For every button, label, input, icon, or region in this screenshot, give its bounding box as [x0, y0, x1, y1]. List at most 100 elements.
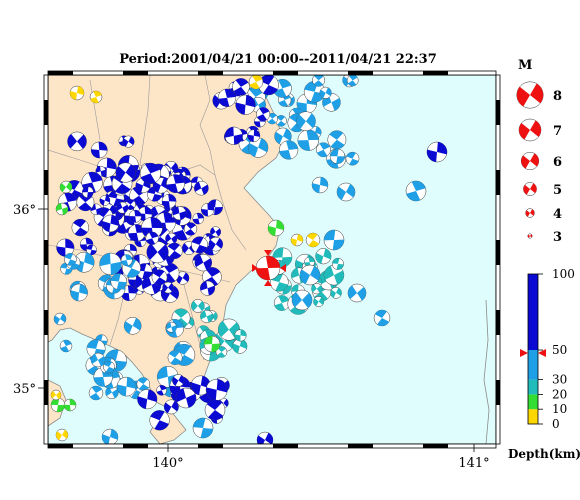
magnitude-legend-ball	[523, 182, 537, 196]
earthquake-beachball	[336, 182, 356, 202]
earthquake-beachball	[290, 233, 304, 247]
colorbar-tick-label: 30	[552, 373, 567, 387]
earthquake-beachball	[312, 75, 326, 87]
earthquake-beachball	[122, 135, 135, 148]
earthquake-beachball	[163, 399, 179, 415]
earthquake-beachball	[99, 195, 111, 206]
earthquake-beachball	[208, 236, 224, 252]
colorbar-tick-label: 0	[552, 417, 560, 431]
earthquake-beachball	[204, 399, 226, 421]
colorbar-segment	[528, 409, 538, 424]
earthquake-beachball	[345, 151, 360, 166]
earthquake-beachball	[145, 231, 159, 245]
earthquake-beachball	[330, 286, 342, 299]
earthquake-beachball	[165, 232, 178, 245]
colorbar-segment	[528, 350, 538, 380]
earthquake-beachball	[331, 257, 344, 270]
earthquake-beachball	[86, 244, 97, 256]
colorbar-segment	[528, 274, 538, 350]
trench-line	[483, 299, 490, 444]
magnitude-legend-label: 8	[553, 89, 562, 104]
earthquake-beachball	[256, 431, 274, 444]
magnitude-legend-title: M	[518, 58, 532, 73]
earthquake-beachball	[128, 209, 142, 223]
earthquake-beachball	[347, 283, 367, 303]
map-title: Period:2001/04/21 00:00--2011/04/21 22:3…	[119, 52, 437, 67]
earthquake-beachball	[67, 131, 87, 152]
earthquake-beachball	[116, 201, 129, 214]
earthquake-beachball	[101, 214, 120, 233]
earthquake-beachball	[323, 264, 345, 286]
magnitude-legend-label: 4	[553, 207, 562, 222]
earthquake-beachball	[116, 376, 137, 397]
earthquake-beachball	[90, 352, 106, 368]
earthquake-beachball	[88, 385, 104, 401]
earthquake-beachball	[234, 329, 247, 342]
earthquake-beachball	[95, 165, 107, 177]
earthquake-beachball	[296, 111, 316, 132]
earthquake-beachball	[101, 428, 119, 444]
earthquake-beachball	[146, 241, 169, 264]
earthquake-beachball	[166, 242, 183, 260]
earthquake-beachball	[273, 295, 290, 311]
earthquake-beachball	[200, 203, 215, 217]
earthquake-beachball	[151, 269, 168, 286]
earthquake-beachball	[110, 273, 127, 290]
magnitude-legend-label: 6	[553, 155, 562, 170]
x-tick-label: 140°	[152, 456, 183, 471]
earthquake-beachball	[232, 78, 250, 96]
earthquake-beachball	[162, 281, 174, 294]
earthquake-beachball	[89, 90, 103, 104]
earthquake-beachball	[69, 85, 85, 101]
earthquake-beachball	[191, 236, 209, 254]
earthquake-beachball	[50, 397, 66, 413]
earthquake-beachball	[149, 410, 170, 431]
earthquake-beachball	[194, 253, 212, 272]
earthquake-beachball	[59, 180, 73, 194]
earthquake-beachball	[316, 142, 331, 158]
colorbar-title: Depth(km)	[508, 447, 580, 461]
earthquake-beachball	[137, 389, 158, 410]
colorbar-tick-label: 20	[552, 387, 567, 401]
earthquake-beachball	[200, 309, 214, 324]
earthquake-beachball	[166, 174, 185, 193]
earthquake-beachball	[297, 129, 319, 151]
earthquake-beachball	[194, 180, 209, 196]
earthquake-beachball	[53, 312, 67, 326]
colorbar-segment	[528, 394, 538, 410]
earthquake-beachball	[299, 264, 321, 286]
earthquake-beachball	[59, 339, 73, 353]
earthquake-beachball	[128, 224, 146, 242]
colorbar-tick-label: 100	[552, 267, 575, 281]
magnitude-legend-ball	[527, 233, 533, 239]
earthquake-beachball	[311, 283, 323, 295]
earthquake-beachball	[232, 338, 248, 354]
earthquake-beachball	[329, 148, 346, 164]
earthquake-beachball	[304, 256, 315, 268]
earthquake-beachball	[373, 309, 391, 327]
earthquake-beachball	[50, 389, 62, 401]
colorbar-segment	[528, 379, 538, 395]
magnitude-legend-label: 3	[553, 230, 562, 245]
earthquake-beachball	[205, 379, 228, 401]
earthquake-beachball	[235, 94, 256, 115]
earthquake-beachball	[192, 212, 205, 225]
y-tick-label: 35°	[13, 382, 36, 397]
earthquake-beachball	[305, 232, 321, 248]
earthquake-beachball	[173, 343, 196, 366]
earthquake-beachball	[139, 162, 161, 184]
earthquake-beachball	[82, 186, 94, 198]
earthquake-beachball	[291, 289, 313, 311]
earthquake-beachball	[156, 384, 167, 396]
earthquake-beachball	[215, 346, 228, 358]
earthquake-beachball	[346, 75, 359, 87]
earthquake-beachball	[166, 321, 177, 333]
earthquake-beachball	[172, 206, 187, 221]
map-frame	[43, 70, 501, 449]
colorbar-tick-label: 50	[552, 343, 567, 357]
magnitude-legend-label: 7	[553, 124, 562, 139]
earthquake-beachball	[426, 141, 448, 163]
earthquake-beachball	[203, 335, 221, 353]
earthquake-beachball	[183, 222, 198, 236]
